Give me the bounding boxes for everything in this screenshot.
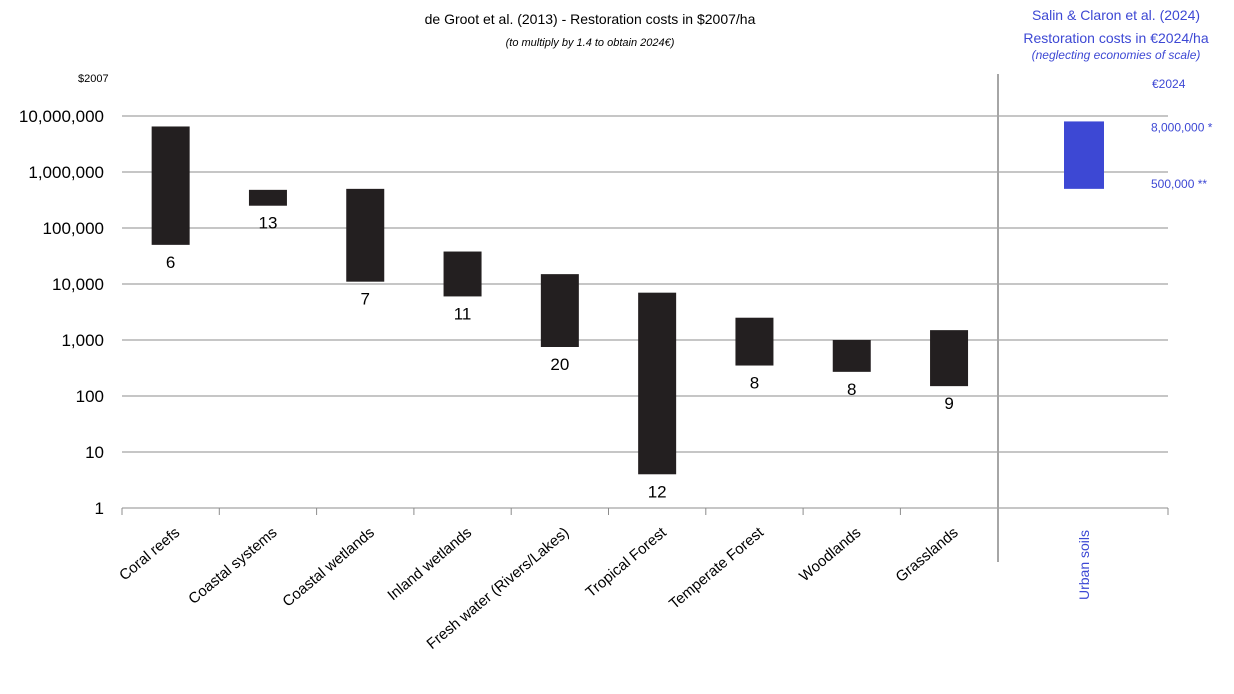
chart-subtitle: (to multiply by 1.4 to obtain 2024€)	[506, 37, 675, 49]
data-label: 12	[648, 482, 667, 501]
data-label: 7	[361, 290, 370, 309]
secondary-title-line1: Salin & Claron et al. (2024)	[1032, 7, 1200, 23]
x-tick-label: Coastal wetlands	[279, 524, 377, 610]
secondary-label-high: 8,000,000 *	[1151, 120, 1213, 134]
bar	[346, 188, 385, 282]
x-tick-label: Coral reefs	[116, 524, 183, 584]
data-label: 9	[944, 394, 953, 413]
bar	[248, 189, 287, 206]
x-tick-label: Coastal systems	[185, 524, 280, 608]
bar	[151, 126, 190, 245]
data-label: 11	[454, 304, 472, 323]
secondary-category-label: Urban soils	[1076, 530, 1092, 600]
bar	[930, 330, 969, 387]
bar	[443, 251, 482, 297]
x-tick-label: Woodlands	[796, 524, 864, 585]
data-label: 8	[847, 380, 856, 399]
secondary-title-line3: (neglecting economies of scale)	[1032, 48, 1201, 62]
secondary-panel: 8,000,000 * 500,000 ** Urban soils	[997, 74, 1213, 600]
data-label: 8	[750, 374, 759, 393]
secondary-label-low: 500,000 **	[1151, 177, 1207, 191]
y-tick-label: 10,000,000	[19, 107, 104, 126]
bar	[638, 292, 677, 475]
chart-title: de Groot et al. (2013) - Restoration cos…	[425, 11, 756, 27]
y-unit-label: $2007	[78, 73, 109, 85]
bars: 6 13 7 11 20 12 8 8 9	[151, 126, 969, 501]
y-tick-label: 100,000	[43, 219, 104, 238]
y-tick-labels: 1 10 100 1,000 10,000 100,000 1,000,000 10,000,…	[19, 107, 104, 518]
y-tick-label: 100	[76, 387, 104, 406]
secondary-bar	[1064, 121, 1104, 189]
secondary-unit-label: €2024	[1152, 77, 1186, 91]
bar	[832, 340, 871, 372]
bar	[540, 274, 579, 347]
y-tick-label: 10,000	[52, 275, 104, 294]
data-label: 20	[550, 355, 569, 374]
x-tick-label: Tropical Forest	[583, 524, 671, 601]
data-label: 13	[258, 214, 277, 233]
x-tick-label: Inland wetlands	[384, 524, 475, 604]
y-tick-label: 10	[85, 443, 104, 462]
data-label: 6	[166, 253, 175, 272]
y-tick-label: 1,000	[61, 331, 104, 350]
x-tick-label: Grasslands	[893, 524, 962, 586]
y-tick-label: 1,000,000	[28, 163, 104, 182]
y-tick-label: 1	[95, 499, 104, 518]
x-tick-label: Temperate Forest	[666, 524, 768, 613]
bar	[735, 317, 774, 366]
secondary-title-line2: Restoration costs in €2024/ha	[1023, 30, 1208, 46]
